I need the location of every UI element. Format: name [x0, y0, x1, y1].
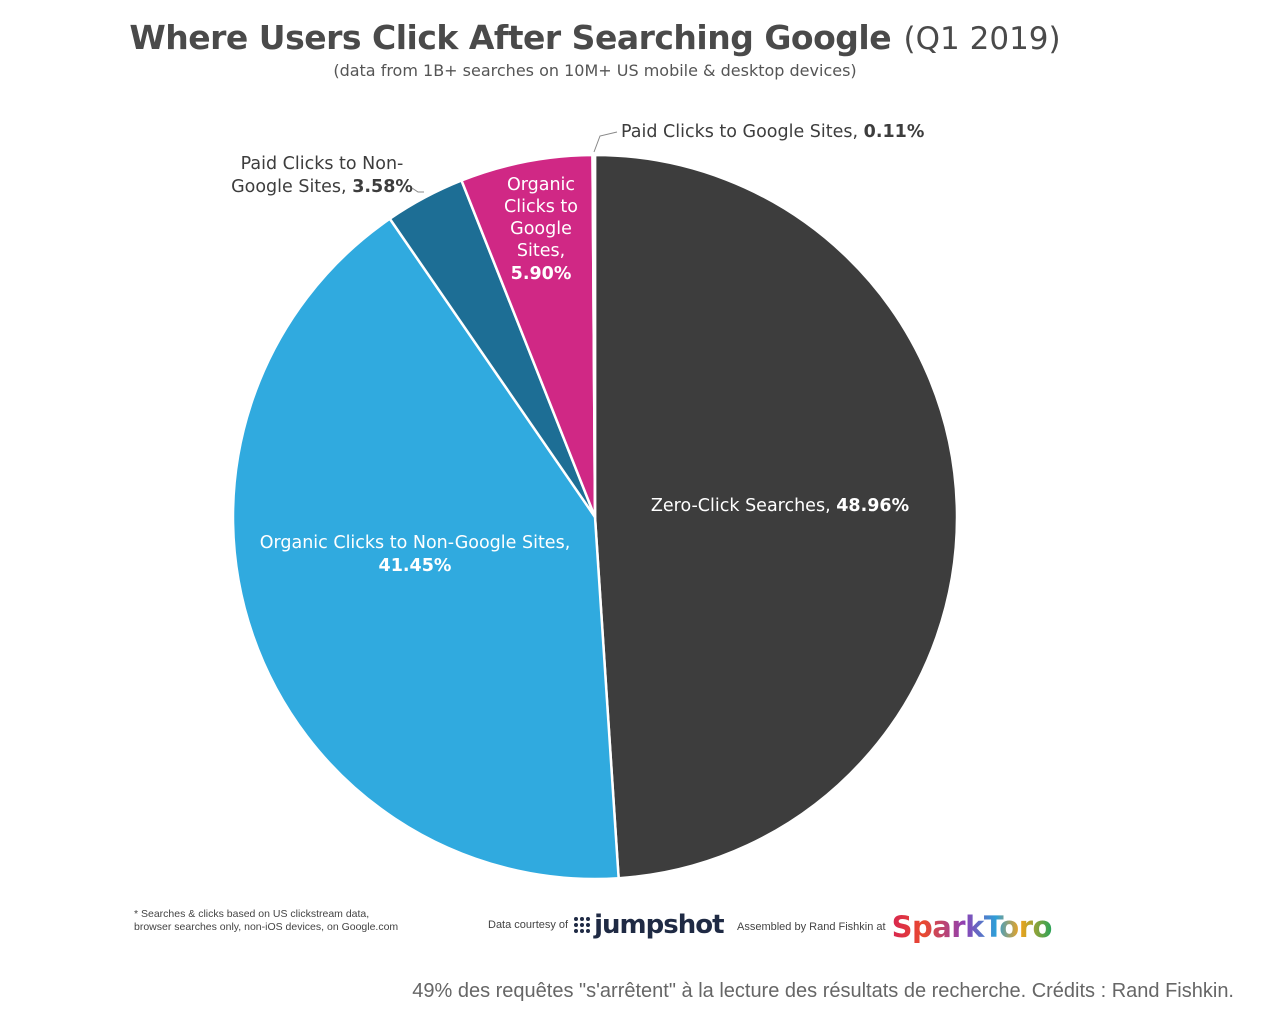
slice-label-organic-google-2: Clicks to: [504, 197, 578, 217]
footnote: * Searches & clicks based on US clickstr…: [134, 908, 454, 934]
pie-slice-3: [460, 153, 597, 519]
image-caption: 49% des requêtes "s'arrêtent" à la lectu…: [412, 980, 1234, 1002]
pie-slice-0: [593, 153, 959, 880]
jumpshot-logo: jumpshot: [574, 910, 725, 940]
footnote-line-1: * Searches & clicks based on US clickstr…: [134, 908, 370, 920]
slice-label-paid-non-google-1: Paid Clicks to Non-: [241, 154, 404, 174]
jumpshot-wordmark: jumpshot: [594, 910, 724, 940]
slice-value-organic-non-google: 41.45%: [379, 556, 452, 576]
assembled-by: Assembled by Rand Fishkin at SparkToro: [737, 910, 1052, 944]
slice-label-organic-google-4: Sites,: [517, 241, 565, 261]
footnote-line-2: browser searches only, non-iOS devices, …: [134, 921, 399, 933]
pie-slices: [231, 153, 959, 881]
jumpshot-dots-icon: [574, 917, 591, 933]
leader-line-paid-non-google: [411, 187, 424, 193]
chart-title-main: Where Users Click After Searching Google: [129, 18, 892, 57]
slice-label-paid-google: Paid Clicks to Google Sites, 0.11%: [621, 122, 924, 142]
slice-label-organic-google-1: Organic: [507, 175, 575, 195]
chart-title-period: (Q1 2019): [903, 21, 1061, 57]
data-courtesy: Data courtesy of jumpshot: [488, 910, 725, 940]
slice-label-organic-google-3: Google: [510, 219, 572, 239]
slice-value-organic-google: 5.90%: [511, 264, 572, 284]
slice-label-paid-non-google-2: Google Sites, 3.58%: [231, 177, 413, 197]
pie-labels: Zero-Click Searches, 48.96% Organic Clic…: [231, 122, 924, 576]
assembled-text: Assembled by Rand Fishkin at: [737, 921, 886, 933]
courtesy-text: Data courtesy of: [488, 919, 569, 931]
slice-label-zero-click: Zero-Click Searches, 48.96%: [651, 496, 909, 516]
pie-slice-1: [231, 217, 620, 881]
slice-label-organic-non-google: Organic Clicks to Non-Google Sites,: [260, 533, 571, 553]
sparktoro-logo: SparkToro: [891, 910, 1053, 944]
pie-slice-4: [591, 153, 597, 519]
chart-subtitle: (data from 1B+ searches on 10M+ US mobil…: [333, 61, 857, 80]
leader-line-paid-google: [593, 131, 618, 153]
chart-title: Where Users Click After Searching Google…: [0, 18, 1190, 57]
